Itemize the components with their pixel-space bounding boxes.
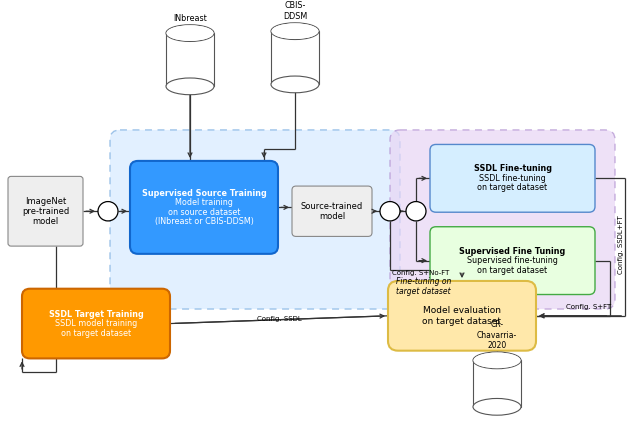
Text: (INbreast or CBIS-DDSM): (INbreast or CBIS-DDSM) [155,217,253,226]
Text: Model training: Model training [175,198,233,207]
Text: Fine-tuning on
target dataset: Fine-tuning on target dataset [396,277,451,296]
Text: CR-
Chavarria-
2020: CR- Chavarria- 2020 [477,320,517,350]
FancyBboxPatch shape [22,289,170,359]
Ellipse shape [271,23,319,39]
Text: Config. S+FT: Config. S+FT [566,304,611,310]
FancyBboxPatch shape [110,130,400,309]
Text: SSDL fine-tuning: SSDL fine-tuning [479,174,546,183]
FancyBboxPatch shape [430,144,595,212]
Text: pre-trained: pre-trained [22,207,69,216]
Text: Config. S+No-FT: Config. S+No-FT [392,270,449,276]
FancyBboxPatch shape [473,360,521,407]
Text: Supervised Source Training: Supervised Source Training [141,188,266,197]
Circle shape [406,202,426,221]
Text: SSDL model training: SSDL model training [55,319,137,328]
Text: on target dataset: on target dataset [61,329,131,337]
FancyBboxPatch shape [430,227,595,295]
Text: SSDL Fine-tuning: SSDL Fine-tuning [474,164,552,173]
Ellipse shape [166,25,214,41]
FancyBboxPatch shape [8,176,83,246]
Text: Model evaluation: Model evaluation [423,306,501,315]
Ellipse shape [473,398,521,415]
Text: model: model [319,212,345,221]
FancyBboxPatch shape [130,161,278,254]
Text: CBIS-
DDSM: CBIS- DDSM [283,1,307,21]
FancyBboxPatch shape [292,186,372,236]
FancyBboxPatch shape [388,281,536,351]
Circle shape [98,202,118,221]
Circle shape [380,202,400,221]
FancyBboxPatch shape [390,130,615,309]
Ellipse shape [271,23,319,39]
Ellipse shape [473,352,521,369]
Text: Config. SSDL+FT: Config. SSDL+FT [618,215,624,273]
Text: Config. SSDL: Config. SSDL [257,316,301,321]
Text: SSDL Target Training: SSDL Target Training [49,309,143,318]
Text: on source dataset: on source dataset [168,208,240,217]
Ellipse shape [166,25,214,41]
Ellipse shape [271,76,319,93]
Text: on target dataset: on target dataset [477,266,548,275]
Text: Supervised Fine Tuning: Supervised Fine Tuning [460,247,566,256]
Text: ImageNet: ImageNet [25,197,66,206]
Text: INbreast: INbreast [173,14,207,23]
Text: Source-trained: Source-trained [301,202,363,211]
Text: on target dataset: on target dataset [477,183,548,192]
Text: Supervised fine-tuning: Supervised fine-tuning [467,256,558,265]
Text: on target dataset: on target dataset [422,317,502,326]
FancyBboxPatch shape [166,33,214,86]
FancyBboxPatch shape [271,31,319,84]
Text: model: model [33,216,59,226]
Ellipse shape [474,353,520,368]
Ellipse shape [166,78,214,95]
